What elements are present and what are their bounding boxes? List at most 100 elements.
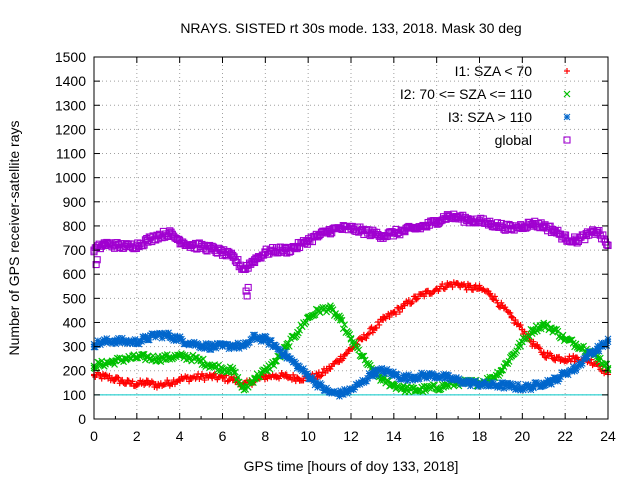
x-tick-label: 0 bbox=[90, 428, 98, 444]
sample-point bbox=[384, 377, 392, 385]
sample-point bbox=[388, 372, 396, 380]
sample-point bbox=[523, 383, 531, 391]
sample-point bbox=[229, 364, 237, 372]
sample-point bbox=[199, 355, 207, 363]
legend-marker bbox=[564, 68, 570, 74]
sample-point bbox=[369, 329, 376, 336]
sample-point bbox=[260, 337, 268, 345]
sample-point bbox=[267, 337, 275, 344]
sample-point bbox=[486, 291, 493, 298]
x-tick-label: 4 bbox=[176, 428, 184, 444]
sample-point bbox=[393, 370, 401, 378]
sample-point bbox=[151, 331, 158, 339]
sample-point bbox=[359, 376, 366, 384]
sample-point bbox=[176, 333, 184, 341]
y-tick-label: 400 bbox=[63, 314, 87, 330]
sample-point bbox=[314, 383, 321, 391]
sample-point bbox=[536, 345, 543, 352]
y-tick-label: 600 bbox=[63, 266, 87, 282]
sample-point bbox=[600, 341, 608, 349]
sample-point bbox=[461, 377, 469, 384]
series-global bbox=[90, 210, 612, 273]
sample-point bbox=[112, 340, 120, 348]
sample-point bbox=[445, 372, 453, 379]
legend-marker bbox=[563, 113, 571, 121]
x-tick-label: 10 bbox=[300, 428, 316, 444]
sample-point bbox=[378, 374, 386, 382]
sample-point bbox=[346, 331, 354, 338]
sample-point bbox=[194, 340, 202, 348]
sample-point bbox=[186, 378, 193, 385]
sample-point bbox=[586, 348, 594, 356]
sample-point bbox=[201, 377, 208, 384]
sample-point bbox=[219, 342, 226, 350]
sample-point bbox=[548, 352, 555, 359]
sample-point bbox=[111, 361, 118, 368]
y-tick-label: 0 bbox=[78, 411, 86, 427]
sample-point bbox=[190, 338, 198, 346]
sample-point bbox=[595, 226, 603, 235]
sample-point bbox=[530, 338, 537, 345]
sample-point bbox=[139, 350, 147, 358]
x-tick-label: 16 bbox=[429, 428, 445, 444]
sample-point bbox=[212, 344, 220, 352]
sample-point bbox=[138, 338, 145, 345]
sample-point bbox=[225, 345, 233, 353]
legend-label: I1: SZA < 70 bbox=[455, 63, 533, 79]
sample-point bbox=[104, 359, 112, 367]
sample-point bbox=[344, 350, 351, 357]
sample-point bbox=[452, 374, 460, 381]
sample-point bbox=[271, 357, 279, 365]
series-global-outliers bbox=[92, 256, 252, 300]
sample-point bbox=[596, 342, 604, 350]
chart-title: NRAYS. SISTED rt 30s mode. 133, 2018. Ma… bbox=[180, 20, 521, 36]
sample-point bbox=[599, 231, 607, 239]
sample-point bbox=[537, 325, 545, 333]
sample-point bbox=[246, 339, 253, 346]
sample-point bbox=[409, 377, 417, 384]
sample-point bbox=[165, 329, 172, 337]
sample-point bbox=[572, 366, 580, 374]
sample-point bbox=[542, 354, 549, 361]
sample-point bbox=[91, 343, 99, 351]
sample-point bbox=[228, 343, 235, 351]
sample-point bbox=[224, 340, 232, 348]
sample-point bbox=[207, 346, 215, 353]
sample-point bbox=[467, 282, 474, 289]
sample-point bbox=[518, 384, 526, 391]
sample-point bbox=[262, 333, 270, 341]
sample-point bbox=[288, 356, 296, 364]
sample-point bbox=[381, 370, 388, 378]
sample-point bbox=[351, 338, 359, 346]
sample-point bbox=[129, 340, 136, 348]
sample-point bbox=[535, 344, 542, 351]
sample-point bbox=[323, 384, 330, 392]
sample-point bbox=[414, 295, 421, 302]
sample-point bbox=[392, 311, 399, 318]
sample-point bbox=[566, 336, 573, 344]
sample-point bbox=[509, 381, 517, 389]
sample-point bbox=[129, 378, 136, 385]
sample-point bbox=[578, 360, 586, 367]
y-tick-labels: 0 100 200 300 400 500 600 700 800 900 1000 1100 1200… bbox=[55, 49, 86, 427]
legend-marker bbox=[563, 136, 571, 144]
y-tick-label: 300 bbox=[63, 339, 87, 355]
sample-point bbox=[439, 281, 446, 288]
sample-point bbox=[603, 241, 611, 249]
sample-point bbox=[463, 286, 470, 293]
sample-point bbox=[164, 377, 171, 384]
y-axis-label: Number of GPS receiver-satellite rays bbox=[6, 121, 22, 356]
sample-point bbox=[138, 351, 145, 359]
x-tick-label: 2 bbox=[133, 428, 141, 444]
sample-point bbox=[134, 381, 141, 388]
sample-point bbox=[554, 378, 562, 385]
sample-point bbox=[429, 370, 437, 378]
sample-point bbox=[470, 287, 477, 294]
sample-point bbox=[560, 368, 568, 376]
sample-point bbox=[376, 321, 383, 328]
sample-point bbox=[102, 371, 109, 378]
sample-point bbox=[363, 377, 370, 385]
sample-point bbox=[285, 342, 293, 350]
sample-point bbox=[603, 342, 611, 349]
sample-point bbox=[402, 371, 410, 379]
